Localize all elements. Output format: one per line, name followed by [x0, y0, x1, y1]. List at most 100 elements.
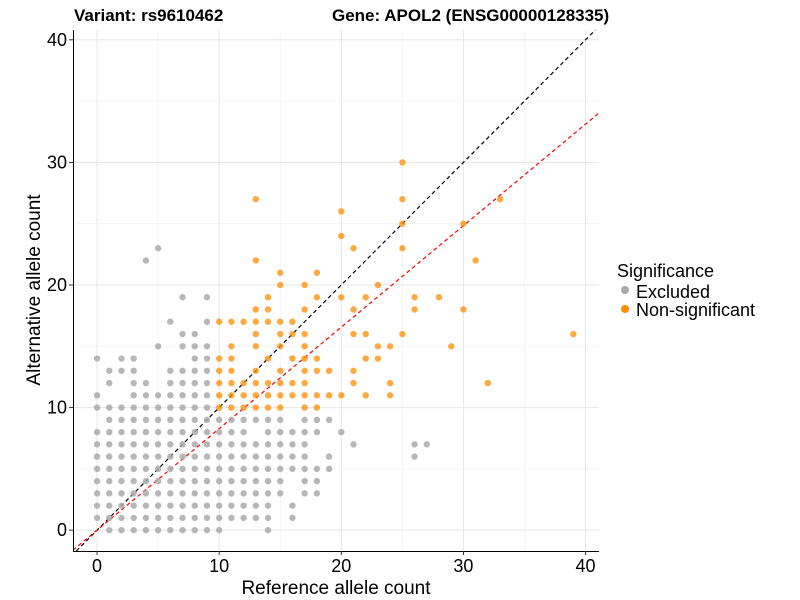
- data-point: [252, 490, 260, 497]
- data-point: [203, 392, 211, 399]
- data-point: [264, 441, 272, 448]
- data-point: [484, 379, 492, 387]
- data-point: [252, 453, 260, 460]
- data-point: [93, 392, 101, 399]
- data-point: [154, 514, 162, 522]
- data-point: [374, 355, 382, 362]
- data-point: [411, 441, 418, 448]
- data-point: [142, 502, 150, 509]
- data-point: [252, 404, 260, 411]
- data-point: [472, 257, 479, 264]
- data-point: [203, 428, 211, 436]
- data-point: [93, 404, 101, 411]
- data-point: [215, 453, 223, 460]
- data-point: [301, 330, 308, 338]
- data-point: [106, 441, 113, 448]
- data-point: [215, 404, 223, 411]
- data-point: [179, 367, 186, 374]
- data-point: [142, 490, 150, 497]
- data-point: [215, 379, 223, 387]
- data-point: [203, 502, 211, 509]
- data-point: [252, 330, 260, 338]
- data-point: [142, 257, 150, 264]
- data-point: [313, 392, 321, 399]
- data-point: [130, 490, 137, 497]
- data-point: [142, 465, 150, 473]
- data-point: [228, 392, 235, 399]
- data-point: [325, 367, 333, 374]
- data-point: [191, 379, 198, 387]
- data-point: [240, 379, 247, 387]
- data-point: [228, 514, 235, 522]
- data-point: [130, 465, 137, 473]
- legend-key-non-significant: [621, 305, 629, 313]
- x-ticks: 0 10 20 30 40: [92, 551, 596, 576]
- data-point: [228, 490, 235, 497]
- data-point: [228, 453, 235, 460]
- y-tick-label: 40: [47, 30, 67, 50]
- data-point: [191, 490, 198, 497]
- x-axis-label: Reference allele count: [241, 578, 431, 599]
- data-point: [277, 490, 284, 497]
- data-point: [228, 428, 235, 436]
- data-point: [313, 294, 321, 301]
- data-point: [252, 318, 260, 325]
- data-point: [130, 355, 137, 362]
- data-point: [228, 502, 235, 509]
- data-point: [301, 404, 308, 411]
- data-point: [215, 392, 223, 399]
- y-tick-label: 0: [57, 520, 67, 540]
- data-point: [215, 465, 223, 473]
- data-point: [167, 392, 174, 399]
- data-point: [277, 318, 284, 325]
- legend: Significance Excluded Non-significant: [617, 261, 755, 320]
- data-point: [106, 526, 113, 534]
- data-point: [289, 428, 296, 436]
- data-point: [203, 343, 211, 350]
- data-point: [228, 318, 235, 325]
- data-point: [215, 441, 223, 448]
- data-point: [203, 318, 211, 325]
- data-point: [228, 343, 235, 350]
- data-point: [277, 477, 284, 485]
- data-point: [191, 453, 198, 460]
- data-point: [277, 367, 284, 374]
- data-point: [179, 379, 186, 387]
- data-point: [191, 343, 198, 350]
- data-point: [277, 379, 284, 387]
- chart-title-gene: Gene: APOL2 (ENSG00000128335): [332, 6, 609, 25]
- data-point: [154, 477, 162, 485]
- y-tick-label: 30: [47, 152, 67, 172]
- data-point: [106, 453, 113, 460]
- data-point: [106, 465, 113, 473]
- data-point: [264, 490, 272, 497]
- x-tick-label: 0: [92, 556, 102, 576]
- data-point: [93, 441, 101, 448]
- data-point: [142, 453, 150, 460]
- data-point: [215, 355, 223, 362]
- y-tick-label: 20: [47, 275, 67, 295]
- data-point: [154, 453, 162, 460]
- data-point: [118, 428, 125, 436]
- legend-title: Significance: [617, 261, 714, 281]
- data-point: [289, 465, 296, 473]
- data-point: [240, 428, 247, 436]
- data-point: [301, 490, 308, 497]
- data-point: [203, 355, 211, 362]
- data-point: [289, 514, 296, 522]
- data-point: [399, 245, 406, 252]
- data-point: [130, 416, 137, 424]
- data-point: [93, 490, 101, 497]
- data-point: [252, 343, 260, 350]
- data-point: [362, 330, 369, 338]
- data-point: [289, 318, 296, 325]
- data-point: [215, 514, 223, 522]
- data-point: [350, 306, 357, 313]
- data-point: [350, 245, 357, 252]
- x-tick-label: 30: [453, 556, 473, 576]
- data-point: [167, 404, 174, 411]
- data-point: [240, 490, 247, 497]
- data-point: [301, 281, 308, 289]
- data-point: [228, 416, 235, 424]
- data-point: [191, 441, 198, 448]
